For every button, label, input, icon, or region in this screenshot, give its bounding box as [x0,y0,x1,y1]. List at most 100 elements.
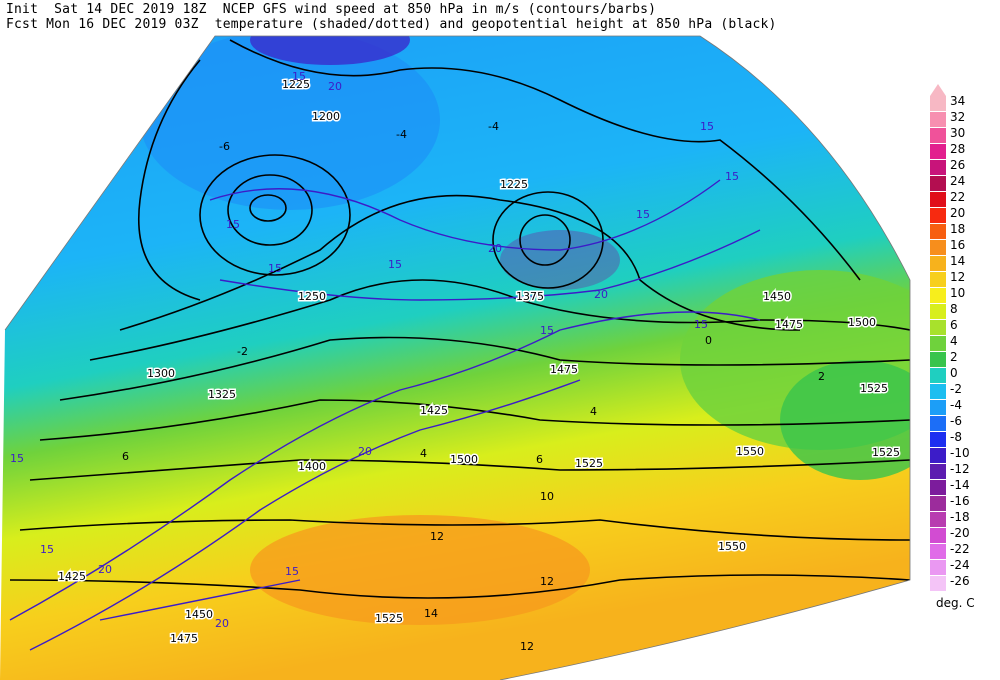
legend-label: -22 [950,542,970,556]
wind-contour-label: 20 [98,563,112,576]
height-contour-label: 1375 [516,290,544,303]
height-contour [29,459,910,481]
temp-contour-label: 4 [590,405,597,418]
legend-swatch [930,512,946,527]
height-contour [59,336,910,401]
legend-label: -6 [950,414,962,428]
wind-contour-label: 20 [215,617,229,630]
wind-contour-label: 15 [226,218,240,231]
legend-label: 4 [950,334,958,348]
legend-swatch [930,560,946,575]
legend-swatch [930,208,946,223]
height-contour [199,154,351,276]
wind-contour-label: 20 [328,80,342,93]
legend-swatch [930,576,946,591]
height-contour-label: 1550 [718,540,746,553]
legend-swatch [930,496,946,511]
map-field [0,36,910,680]
height-contour-label: 1525 [860,382,888,395]
legend-label: 8 [950,302,958,316]
temp-contour-label: 4 [420,447,427,460]
wind-contour-label: 15 [636,208,650,221]
temp-contour-label: 0 [705,334,712,347]
height-contour [119,194,801,331]
height-contour-label: 1250 [298,290,326,303]
legend-swatch [930,144,946,159]
legend-label: 0 [950,366,958,380]
wind-contour-label: 15 [268,262,282,275]
legend-label: 2 [950,350,958,364]
height-contour [519,214,571,266]
legend-swatch [930,352,946,367]
legend-swatch [930,336,946,351]
height-contour-label: 1225 [500,178,528,191]
legend-label: -16 [950,494,970,508]
height-contour-label: 1300 [147,367,175,380]
legend-label: -24 [950,558,970,572]
wind-contour-label: 15 [292,70,306,83]
legend-label: 22 [950,190,966,204]
legend-label: -8 [950,430,962,444]
height-contour-label: 1500 [848,316,876,329]
temp-contour-label: -2 [237,345,248,358]
temp-contour-label: -4 [396,128,407,141]
height-contour [249,194,287,222]
legend-swatch [930,416,946,431]
height-contour [138,59,201,301]
temp-contour-label: -6 [219,140,230,153]
wind-contour-label: 20 [488,242,502,255]
legend-swatch [930,240,946,255]
wind-contours [9,179,761,651]
height-contour-label: 1450 [763,290,791,303]
legend-label: 12 [950,270,966,284]
wind-contour [99,579,301,621]
legend-swatch [930,128,946,143]
legend-label: 32 [950,110,966,124]
legend-swatch [930,400,946,415]
header-line-2: Fcst Mon 16 DEC 2019 03Z temperature (sh… [6,17,777,32]
legend-swatch [930,368,946,383]
temp-contour-label: 14 [424,607,438,620]
wind-contour-label: 20 [594,288,608,301]
legend-swatch [930,192,946,207]
wind-contour-label: 15 [725,170,739,183]
height-contour-label: 1425 [58,570,86,583]
height-contour-label: 1325 [208,388,236,401]
wind-contour-label: 15 [388,258,402,271]
wind-contour [209,179,721,251]
wind-contour [29,379,581,651]
temp-contour-label: 2 [818,370,825,383]
height-contour [89,279,910,361]
legend-label: -20 [950,526,970,540]
wind-contour-label: 15 [285,565,299,578]
forecast-map: 1225 1300 1325 1200 1250 1375 1400 1450 1475 1475… [0,35,911,680]
legend-swatch [930,160,946,175]
temperature-legend: 34 32 30 28 26 24 22 20 18 16 14 12 10 8 6 4 2 0 -2 -4 -6 -8-… [930,84,1000,591]
wind-contour-label: 15 [40,543,54,556]
legend-label: 16 [950,238,966,252]
legend-swatch [930,464,946,479]
header-line-1: Init Sat 14 DEC 2019 18Z NCEP GFS wind s… [6,2,657,17]
temperature-patch [250,515,590,625]
height-contour [227,174,313,246]
height-contour-label: 1200 [312,110,340,123]
height-contours [9,39,910,599]
legend-label: 14 [950,254,966,268]
legend-swatch [930,320,946,335]
temp-contour-label: 12 [540,575,554,588]
height-contour-label: 1550 [736,445,764,458]
height-contour-label: 1525 [872,446,900,459]
height-contour-label: 1475 [775,318,803,331]
height-contour [229,39,861,281]
legend-swatch [930,480,946,495]
legend-arrow-icon [930,84,946,96]
legend-swatch [930,272,946,287]
legend-label: -26 [950,574,970,588]
legend-label: -12 [950,462,970,476]
legend-label: 18 [950,222,966,236]
wind-contour [9,311,761,621]
temp-contour-label: 10 [540,490,554,503]
legend-swatch [930,304,946,319]
height-contour-label: 1475 [170,632,198,645]
legend-label: -2 [950,382,962,396]
